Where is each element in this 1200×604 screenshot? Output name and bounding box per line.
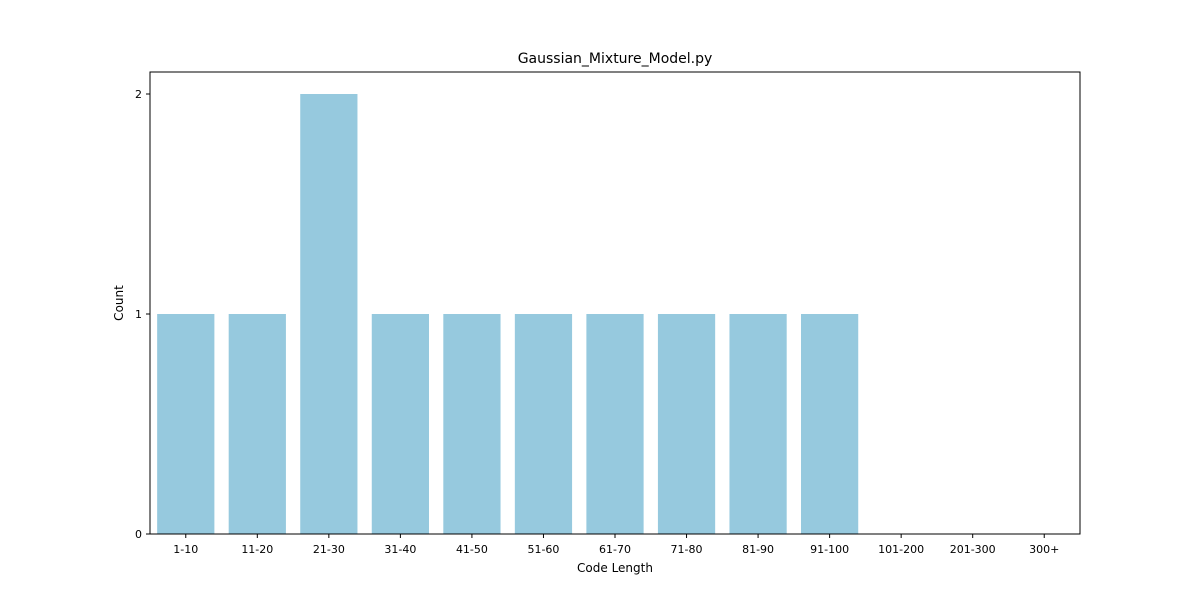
x-tick-label: 51-60 <box>527 543 559 556</box>
x-tick-label: 31-40 <box>384 543 416 556</box>
y-axis-ticks: 0 1 2 <box>135 88 150 541</box>
plot-frame <box>149 71 1081 535</box>
x-axis-label: Code Length <box>577 561 653 575</box>
bar-91-100 <box>801 314 859 534</box>
bar-71-80 <box>657 314 716 534</box>
x-tick-label: 101-200 <box>878 543 924 556</box>
bars-group <box>157 94 859 534</box>
bar-31-40 <box>371 314 429 534</box>
x-tick-label: 11-20 <box>241 543 273 556</box>
y-tick-label: 2 <box>135 88 142 101</box>
x-tick-label: 91-100 <box>810 543 849 556</box>
bar-81-90 <box>729 314 787 534</box>
y-tick-label: 1 <box>135 308 142 321</box>
y-tick-label: 0 <box>135 528 142 541</box>
x-tick-label: 21-30 <box>313 543 345 556</box>
x-tick-label: 61-70 <box>599 543 631 556</box>
x-tick-label: 1-10 <box>173 543 198 556</box>
x-tick-label: 81-90 <box>742 543 774 556</box>
x-tick-label: 300+ <box>1029 543 1059 556</box>
x-tick-label: 41-50 <box>456 543 488 556</box>
bar-21-30 <box>300 94 358 534</box>
bar-1-10 <box>157 314 215 534</box>
bar-41-50 <box>443 314 501 534</box>
bar-11-20 <box>228 314 286 534</box>
y-axis-label: Count <box>112 285 126 321</box>
bar-61-70 <box>586 314 644 534</box>
chart-title: Gaussian_Mixture_Model.py <box>518 51 713 67</box>
x-tick-label: 71-80 <box>671 543 703 556</box>
x-tick-label: 201-300 <box>950 543 996 556</box>
bar-51-60 <box>514 314 573 534</box>
x-axis-ticks: 1-10 11-20 21-30 31-40 41-50 51-60 61-70 71-80 8… <box>173 534 1059 556</box>
